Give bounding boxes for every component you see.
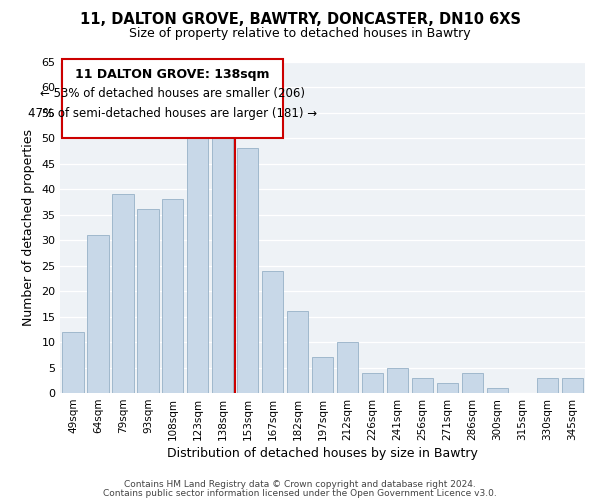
Y-axis label: Number of detached properties: Number of detached properties [22, 129, 35, 326]
Bar [462, 372, 483, 393]
Text: ← 53% of detached houses are smaller (206): ← 53% of detached houses are smaller (20… [40, 87, 305, 100]
Text: Contains public sector information licensed under the Open Government Licence v3: Contains public sector information licen… [103, 488, 497, 498]
Bar [387, 368, 408, 393]
Text: Contains HM Land Registry data © Crown copyright and database right 2024.: Contains HM Land Registry data © Crown c… [124, 480, 476, 489]
Bar [337, 342, 358, 393]
Bar [412, 378, 433, 393]
Bar [62, 332, 83, 393]
Bar [212, 118, 233, 393]
Bar [437, 383, 458, 393]
Bar [237, 148, 259, 393]
Bar [262, 270, 283, 393]
X-axis label: Distribution of detached houses by size in Bawtry: Distribution of detached houses by size … [167, 447, 478, 460]
Bar [537, 378, 558, 393]
Bar [137, 210, 158, 393]
Bar [487, 388, 508, 393]
Bar [287, 312, 308, 393]
Bar [162, 199, 184, 393]
Bar [88, 235, 109, 393]
Bar [562, 378, 583, 393]
Text: 11, DALTON GROVE, BAWTRY, DONCASTER, DN10 6XS: 11, DALTON GROVE, BAWTRY, DONCASTER, DN1… [79, 12, 521, 28]
Bar [187, 122, 208, 393]
Text: 11 DALTON GROVE: 138sqm: 11 DALTON GROVE: 138sqm [75, 68, 269, 81]
Bar [62, 59, 283, 138]
Bar [362, 372, 383, 393]
Bar [112, 194, 134, 393]
Text: Size of property relative to detached houses in Bawtry: Size of property relative to detached ho… [129, 28, 471, 40]
Bar [312, 358, 334, 393]
Text: 47% of semi-detached houses are larger (181) →: 47% of semi-detached houses are larger (… [28, 108, 317, 120]
